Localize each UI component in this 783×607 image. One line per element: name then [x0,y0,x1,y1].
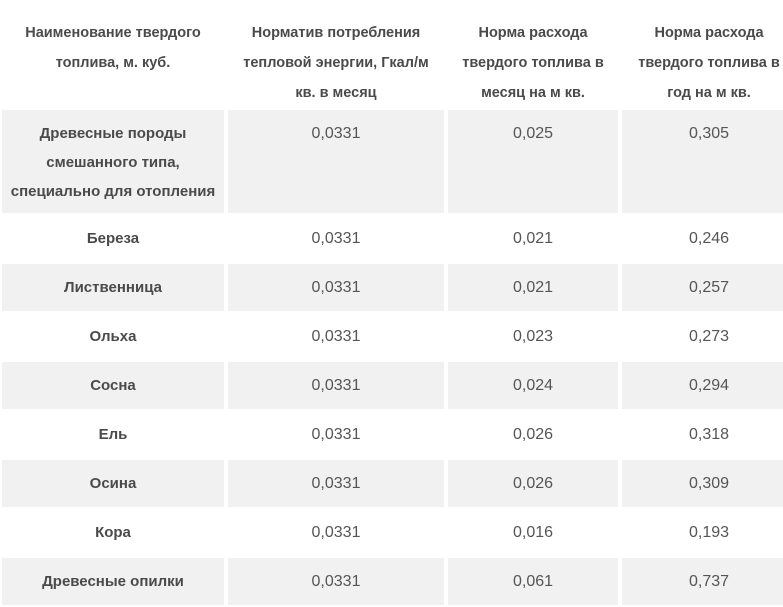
fuel-name-cell: Древесные опилки [2,558,224,605]
fuel-name-cell: Береза [2,215,224,262]
year-consumption-cell: 0,246 [622,215,783,262]
heat-norm-cell: 0,0331 [228,509,444,556]
heat-norm-cell: 0,0331 [228,110,444,213]
table-row: Сосна 0,0331 0,024 0,294 [2,362,783,409]
month-consumption-cell: 0,025 [448,110,618,213]
table-row: Ель 0,0331 0,026 0,318 [2,411,783,458]
year-consumption-cell: 0,305 [622,110,783,213]
fuel-name-cell: Сосна [2,362,224,409]
year-consumption-cell: 0,257 [622,264,783,311]
table-body: Древесные породы смешанного типа, специа… [2,110,783,605]
column-header-fuel-name: Наименование твердого топлива, м. куб. [2,2,224,108]
month-consumption-cell: 0,024 [448,362,618,409]
year-consumption-cell: 0,309 [622,460,783,507]
column-header-year-norm: Норма расхода твердого топлива в год на … [622,2,783,108]
heat-norm-cell: 0,0331 [228,411,444,458]
month-consumption-cell: 0,061 [448,558,618,605]
month-consumption-cell: 0,026 [448,460,618,507]
table-row: Ольха 0,0331 0,023 0,273 [2,313,783,360]
heat-norm-cell: 0,0331 [228,264,444,311]
table-row: Осина 0,0331 0,026 0,309 [2,460,783,507]
year-consumption-cell: 0,273 [622,313,783,360]
fuel-name-cell: Осина [2,460,224,507]
fuel-name-cell: Кора [2,509,224,556]
year-consumption-cell: 0,737 [622,558,783,605]
heat-norm-cell: 0,0331 [228,313,444,360]
table-row: Кора 0,0331 0,016 0,193 [2,509,783,556]
heat-norm-cell: 0,0331 [228,215,444,262]
year-consumption-cell: 0,294 [622,362,783,409]
heat-norm-cell: 0,0331 [228,558,444,605]
fuel-name-cell: Ель [2,411,224,458]
month-consumption-cell: 0,026 [448,411,618,458]
fuel-name-cell: Лиственница [2,264,224,311]
table-row: Древесные породы смешанного типа, специа… [2,110,783,213]
month-consumption-cell: 0,021 [448,264,618,311]
fuel-name-cell: Ольха [2,313,224,360]
month-consumption-cell: 0,023 [448,313,618,360]
column-header-month-norm: Норма расхода твердого топлива в месяц н… [448,2,618,108]
month-consumption-cell: 0,021 [448,215,618,262]
month-consumption-cell: 0,016 [448,509,618,556]
year-consumption-cell: 0,193 [622,509,783,556]
table-row: Береза 0,0331 0,021 0,246 [2,215,783,262]
fuel-name-cell: Древесные породы смешанного типа, специа… [2,110,224,213]
table-row: Древесные опилки 0,0331 0,061 0,737 [2,558,783,605]
column-header-heat-norm: Норматив потребления тепловой энергии, Г… [228,2,444,108]
table-row: Лиственница 0,0331 0,021 0,257 [2,264,783,311]
header-row: Наименование твердого топлива, м. куб. Н… [2,2,783,108]
heat-norm-cell: 0,0331 [228,460,444,507]
year-consumption-cell: 0,318 [622,411,783,458]
heat-norm-cell: 0,0331 [228,362,444,409]
